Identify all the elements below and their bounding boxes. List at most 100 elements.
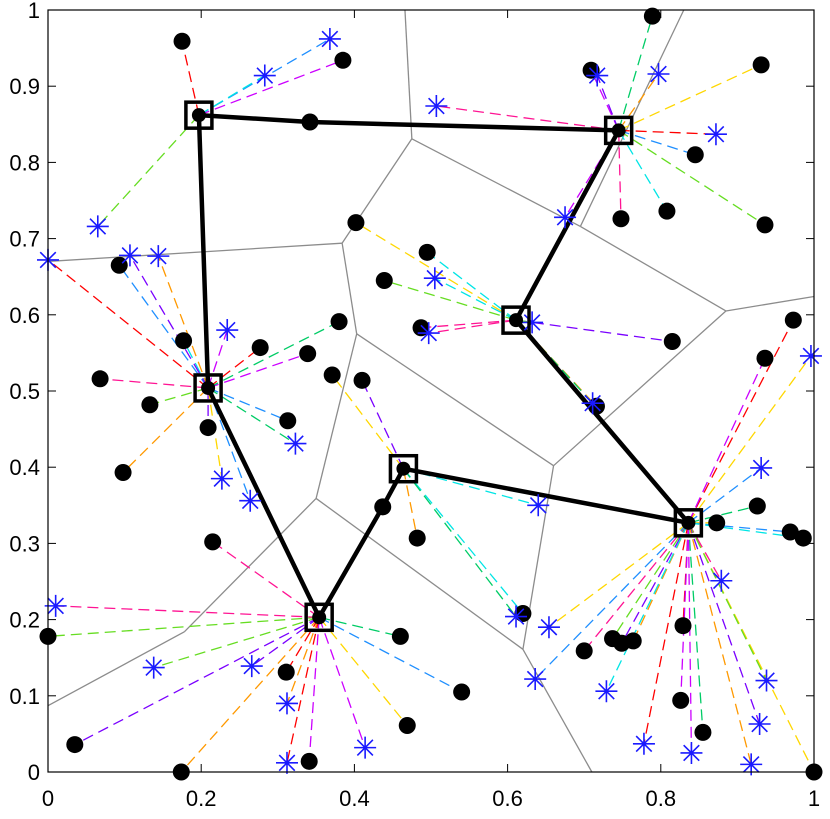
assignment-dash xyxy=(212,541,320,618)
star-marker xyxy=(147,245,170,268)
y-tick-label: 0.5 xyxy=(9,379,40,404)
assignment-dash xyxy=(687,522,693,753)
dot-marker xyxy=(514,605,532,623)
x-tick-label: 0.4 xyxy=(339,786,370,811)
assignment-dash xyxy=(402,468,517,617)
dot-marker xyxy=(173,32,191,50)
star-marker xyxy=(118,244,141,267)
assignment-dash xyxy=(621,522,689,644)
hub-dot xyxy=(509,313,524,328)
assignment-dash xyxy=(100,378,209,389)
assignment-dash xyxy=(687,522,752,765)
star-marker xyxy=(423,267,446,290)
assignment-dash xyxy=(688,522,804,539)
star-marker xyxy=(275,692,298,715)
voronoi-edge xyxy=(47,631,185,707)
voronoi-edge xyxy=(553,310,727,467)
voronoi-edge xyxy=(411,138,581,227)
star-marker xyxy=(425,95,448,118)
star-marker xyxy=(275,751,298,774)
hub-square xyxy=(193,373,223,403)
assignment-dash xyxy=(318,617,366,748)
assignment-dash xyxy=(618,130,668,212)
dot-marker xyxy=(66,736,84,754)
assignment-dash xyxy=(687,355,812,524)
star-marker xyxy=(86,215,109,238)
assignment-dash xyxy=(384,279,517,321)
assignment-dash xyxy=(618,129,766,226)
star-marker xyxy=(647,63,670,86)
dot-marker xyxy=(199,419,217,437)
dot-marker xyxy=(334,51,352,69)
assignment-dash xyxy=(534,522,689,680)
dot-marker xyxy=(453,683,471,701)
assignment-dash xyxy=(687,522,815,773)
assignment-dash xyxy=(286,617,320,704)
star-marker xyxy=(142,656,165,679)
assignment-dash xyxy=(687,522,704,733)
assignment-dash xyxy=(207,329,228,389)
star-marker xyxy=(586,64,609,87)
assignment-dash xyxy=(605,522,689,692)
assignment-dash xyxy=(402,468,418,539)
assignment-dash xyxy=(285,616,320,673)
y-tick-label: 0.2 xyxy=(9,608,40,633)
assignment-dash xyxy=(687,467,762,524)
assignment-dash xyxy=(198,74,266,116)
dot-marker xyxy=(575,642,593,660)
voronoi-edge xyxy=(404,9,413,139)
assignment-dash xyxy=(129,255,209,389)
assignment-dash xyxy=(434,277,517,321)
hub-square xyxy=(388,453,419,484)
voronoi-edge xyxy=(315,497,524,650)
assignment-dash xyxy=(680,522,690,701)
hub-dot xyxy=(611,123,626,138)
voronoi-edge xyxy=(47,242,343,263)
assignment-dash xyxy=(428,319,517,334)
star-marker xyxy=(704,123,727,146)
dot-marker xyxy=(756,216,774,234)
dot-marker xyxy=(391,627,409,645)
star-marker xyxy=(799,344,822,367)
assignment-dash xyxy=(181,41,200,116)
dot-marker xyxy=(277,663,295,681)
voronoi-edges xyxy=(47,9,815,773)
dot-marker xyxy=(300,752,318,770)
dot-marker xyxy=(330,313,348,331)
dot-marker xyxy=(408,529,426,547)
assignment-dash xyxy=(618,129,696,156)
assignment-dash xyxy=(318,616,408,726)
dot-marker xyxy=(658,202,676,220)
star-marker xyxy=(524,668,547,691)
dot-marker xyxy=(91,370,109,388)
dot-marker xyxy=(204,533,222,551)
hub-square xyxy=(304,602,334,633)
hub-dot xyxy=(312,610,327,625)
x-tick-label: 0.6 xyxy=(492,786,523,811)
assignment-dash xyxy=(687,522,722,582)
assignment-dash xyxy=(515,319,673,343)
star-marker xyxy=(253,64,276,87)
assignment-dash xyxy=(207,387,223,479)
assignment-dash xyxy=(643,522,690,744)
dot-marker xyxy=(708,514,726,532)
voronoi-edge xyxy=(725,295,815,312)
dot-marker xyxy=(686,146,704,164)
assignment-dash xyxy=(618,64,762,131)
assignment-dash xyxy=(687,522,768,681)
dot-marker xyxy=(299,345,317,363)
hub-dot xyxy=(396,461,411,476)
star-marker xyxy=(44,594,67,617)
assignment-dash xyxy=(687,319,794,524)
dot-marker xyxy=(398,717,416,735)
y-tick-label: 0.9 xyxy=(9,74,40,99)
hub-dot xyxy=(681,515,696,530)
dot-marker xyxy=(694,723,712,741)
assignment-dash xyxy=(55,605,320,618)
hub-square xyxy=(184,100,214,130)
assignment-dash xyxy=(97,114,200,227)
dot-marker xyxy=(781,523,799,541)
dot-marker xyxy=(674,617,692,635)
hub-square xyxy=(673,508,704,538)
assignment-dash xyxy=(596,75,620,131)
